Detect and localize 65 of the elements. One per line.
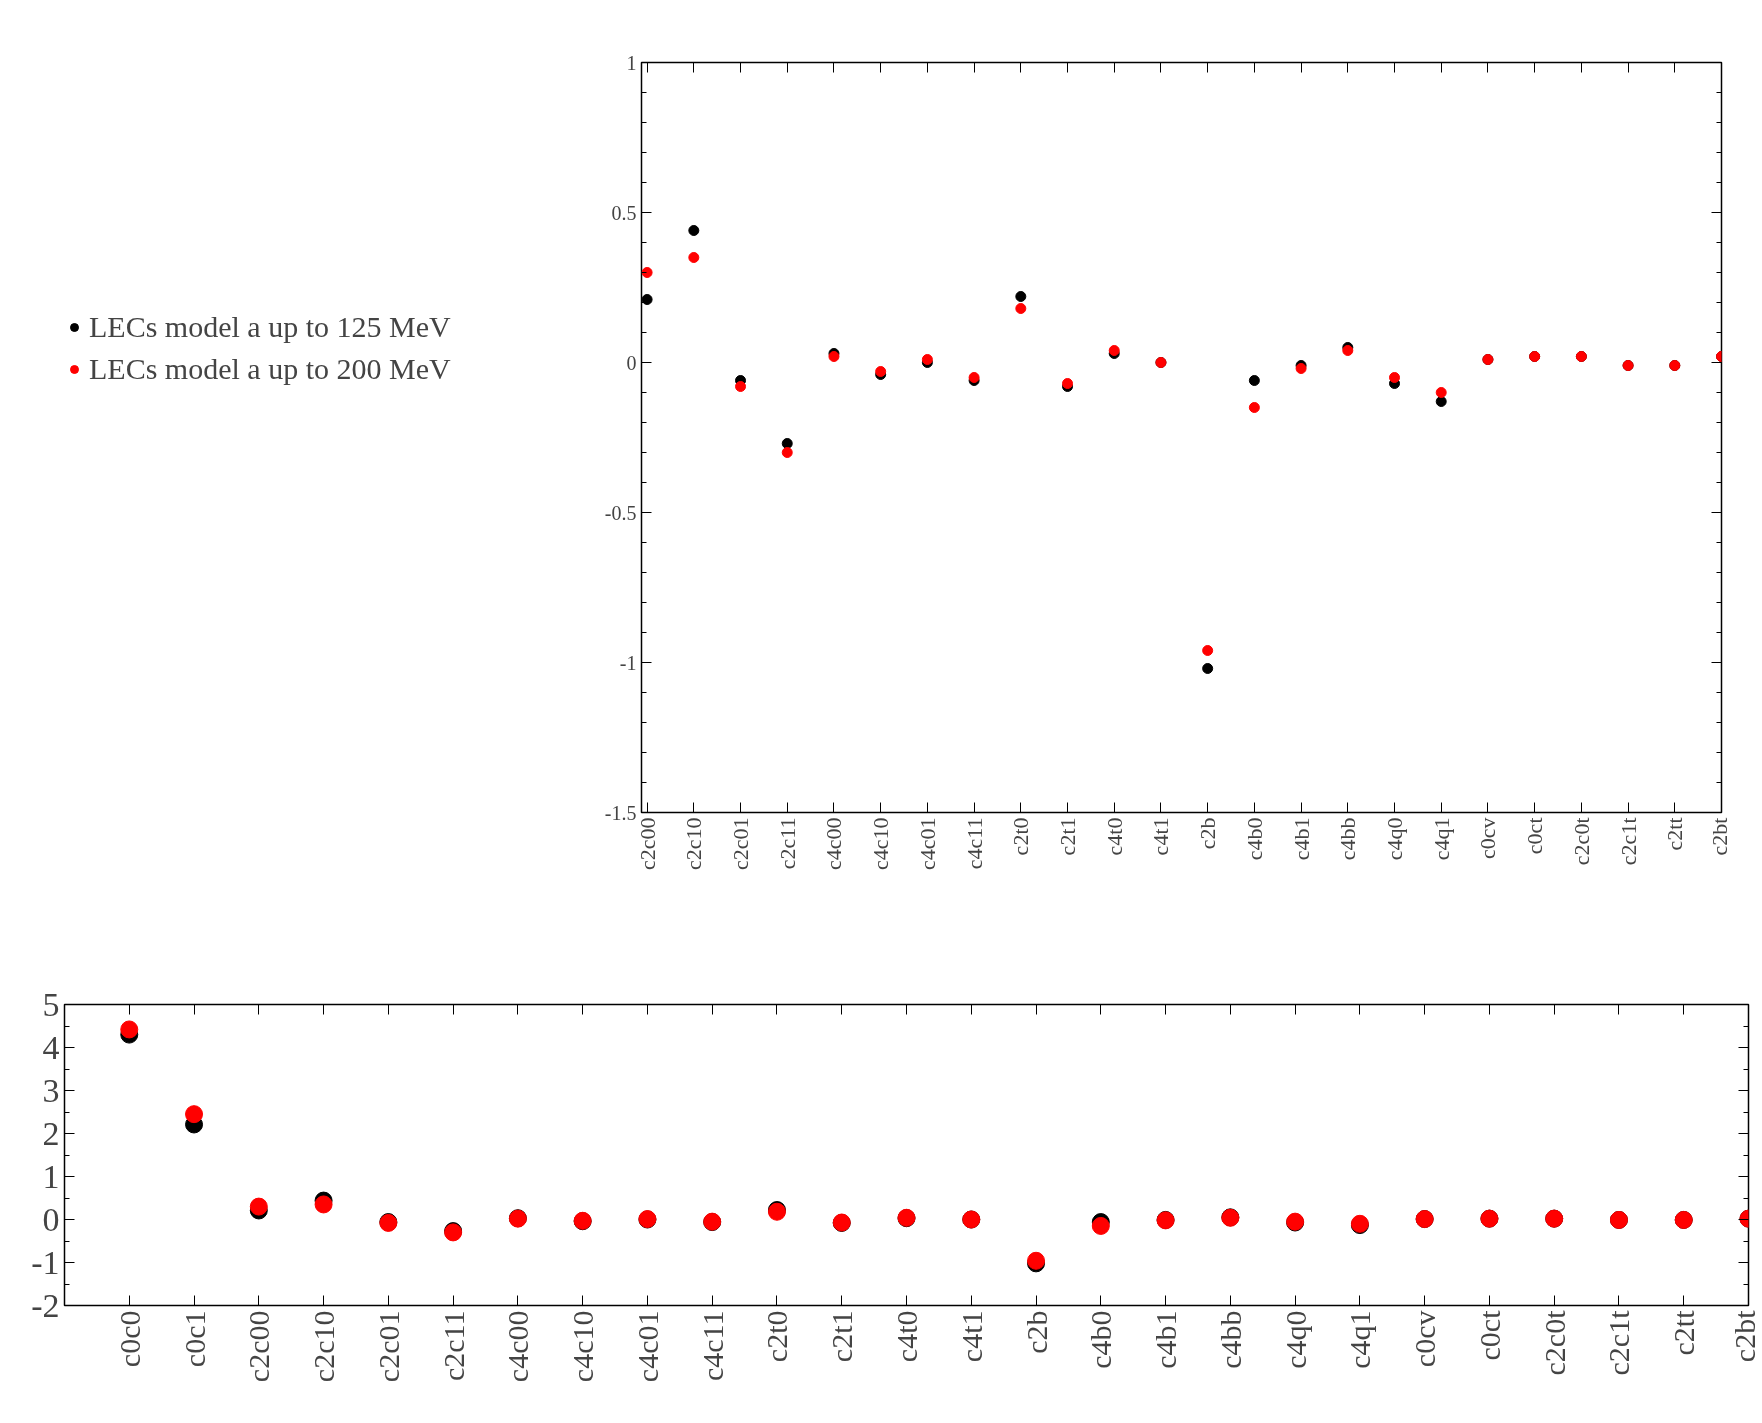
y-tick-label: 0: [42, 1200, 60, 1238]
y-tick-label: 3: [42, 1071, 60, 1109]
x-tick-label: c4b0: [1084, 1310, 1118, 1369]
y-tick-label: -1: [619, 651, 637, 674]
x-tick-label: c2c0t: [1568, 817, 1594, 866]
x-tick-label: c4b0: [1241, 817, 1267, 861]
y-tick-label: 0.5: [611, 201, 637, 224]
y-tick-label: -2: [31, 1286, 60, 1324]
y-tick-label: 5: [42, 985, 60, 1023]
x-tick-label: c4b1: [1149, 1310, 1183, 1369]
x-tick-label: c2c10: [307, 1310, 341, 1383]
x-tick-label: c0cv: [1475, 817, 1501, 860]
x-tick-label: c4bb: [1335, 817, 1361, 861]
x-tick-label: c0c1: [177, 1310, 211, 1368]
y-tick-label: 1: [42, 1157, 60, 1195]
y-tick-label: 4: [42, 1028, 60, 1066]
x-tick-label: c2tt: [1662, 817, 1688, 851]
x-tick-label: c2c01: [371, 1310, 405, 1383]
x-tick-label: c2t1: [825, 1310, 859, 1363]
x-tick-label: c4t1: [1148, 817, 1174, 856]
x-tick-label: c2c01: [728, 817, 754, 871]
x-tick-label: c4c11: [961, 817, 987, 870]
y-tick-label: -1: [31, 1243, 60, 1281]
x-tick-label: c2c00: [242, 1310, 276, 1383]
x-tick-label: c4bb: [1213, 1310, 1247, 1369]
x-tick-label: c2c1t: [1615, 817, 1641, 866]
legend-label: LECs model a up to 125 MeV: [89, 309, 451, 345]
x-tick-label: c4c00: [501, 1310, 535, 1383]
x-tick-label: c4t0: [890, 1310, 923, 1363]
x-tick-label: c2bt: [1727, 1309, 1761, 1363]
legend-label: LECs model a up to 200 MeV: [89, 351, 451, 387]
x-tick-label: c4q0: [1278, 1310, 1312, 1369]
x-tick-label: c4b1: [1288, 817, 1314, 861]
x-tick-label: c4c00: [821, 817, 847, 871]
y-tick-label: -1.5: [604, 801, 637, 824]
x-tick-label: c2t1: [1055, 817, 1081, 856]
x-tick-label: c0cv: [1408, 1310, 1442, 1368]
x-tick-label: c2b: [1195, 817, 1221, 850]
x-tick-label: c0ct: [1522, 817, 1548, 855]
x-tick-label: c2c1t: [1602, 1309, 1636, 1376]
x-tick-label: c4t1: [954, 1310, 988, 1363]
x-tick-label: c2t0: [760, 1310, 794, 1363]
x-tick-label: c2tt: [1667, 1309, 1701, 1356]
x-tick-label: c2c11: [774, 817, 800, 870]
x-tick-label: c2b: [1019, 1310, 1053, 1354]
x-tick-label: c2bt: [1706, 817, 1732, 856]
y-tick-label: 2: [42, 1114, 60, 1152]
x-tick-label: c4c11: [695, 1310, 729, 1382]
x-tick-label: c4c01: [914, 817, 940, 871]
x-tick-label: c4c10: [566, 1310, 600, 1383]
x-tick-label: c4q0: [1382, 817, 1408, 861]
y-tick-label: 0: [626, 351, 637, 374]
x-tick-label: c4q1: [1343, 1310, 1377, 1369]
y-tick-label: -0.5: [604, 501, 637, 524]
x-tick-label: c0c0: [112, 1310, 146, 1368]
x-tick-label: c2t0: [1008, 817, 1034, 856]
x-tick-label: c4c01: [630, 1310, 664, 1383]
x-tick-label: c0ct: [1472, 1309, 1506, 1361]
x-tick-label: c2c0t: [1537, 1309, 1571, 1376]
y-tick-label: 1: [626, 51, 637, 74]
x-tick-label: c4c10: [868, 817, 894, 871]
x-tick-label: c4t0: [1101, 817, 1127, 856]
x-tick-label: c4q1: [1428, 817, 1454, 861]
x-tick-label: c2c11: [436, 1310, 470, 1382]
x-tick-label: c2c10: [681, 817, 707, 871]
